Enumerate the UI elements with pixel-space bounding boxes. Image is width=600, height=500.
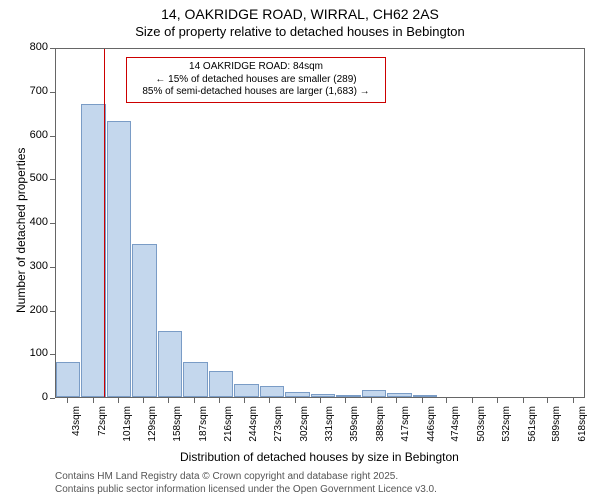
x-tick-label: 388sqm	[375, 406, 386, 454]
x-tick-label: 589sqm	[551, 406, 562, 454]
bar	[234, 384, 258, 397]
x-tick-label: 417sqm	[400, 406, 411, 454]
y-tick-label: 200	[20, 304, 48, 316]
x-tick-label: 302sqm	[299, 406, 310, 454]
y-tick-mark	[50, 136, 55, 137]
bar	[387, 393, 411, 397]
bar	[132, 244, 156, 397]
x-tick-mark	[269, 398, 270, 403]
x-tick-mark	[472, 398, 473, 403]
y-tick-mark	[50, 179, 55, 180]
annotation-line: 14 OAKRIDGE ROAD: 84sqm	[133, 61, 379, 74]
x-tick-mark	[547, 398, 548, 403]
y-tick-label: 500	[20, 172, 48, 184]
x-tick-label: 561sqm	[527, 406, 538, 454]
x-tick-mark	[295, 398, 296, 403]
x-tick-label: 187sqm	[198, 406, 209, 454]
x-tick-mark	[194, 398, 195, 403]
y-tick-label: 0	[20, 391, 48, 403]
y-tick-mark	[50, 398, 55, 399]
footer-line-1: Contains HM Land Registry data © Crown c…	[55, 471, 398, 482]
x-tick-label: 72sqm	[97, 406, 108, 454]
x-tick-mark	[396, 398, 397, 403]
x-tick-mark	[345, 398, 346, 403]
y-tick-label: 700	[20, 85, 48, 97]
y-tick-mark	[50, 92, 55, 93]
property-size-chart: 14, OAKRIDGE ROAD, WIRRAL, CH62 2AS Size…	[0, 0, 600, 500]
footer-line-2: Contains public sector information licen…	[55, 484, 437, 495]
x-tick-label: 158sqm	[172, 406, 183, 454]
x-tick-label: 273sqm	[273, 406, 284, 454]
x-tick-mark	[93, 398, 94, 403]
chart-title-sub: Size of property relative to detached ho…	[0, 24, 600, 39]
x-tick-mark	[320, 398, 321, 403]
footer-attribution: Contains HM Land Registry data © Crown c…	[55, 470, 437, 496]
y-tick-mark	[50, 267, 55, 268]
y-tick-label: 800	[20, 41, 48, 53]
y-tick-mark	[50, 311, 55, 312]
bar	[336, 395, 360, 397]
y-tick-label: 600	[20, 129, 48, 141]
x-tick-label: 359sqm	[349, 406, 360, 454]
annotation-line: 85% of semi-detached houses are larger (…	[133, 86, 379, 99]
bar	[260, 386, 284, 397]
x-tick-mark	[244, 398, 245, 403]
x-tick-mark	[168, 398, 169, 403]
x-tick-mark	[573, 398, 574, 403]
x-tick-mark	[446, 398, 447, 403]
x-tick-mark	[67, 398, 68, 403]
x-tick-mark	[523, 398, 524, 403]
bar	[362, 390, 386, 397]
bar	[413, 395, 437, 397]
x-tick-mark	[371, 398, 372, 403]
x-tick-mark	[219, 398, 220, 403]
x-tick-label: 331sqm	[324, 406, 335, 454]
bar	[183, 362, 207, 397]
x-tick-label: 129sqm	[147, 406, 158, 454]
y-tick-mark	[50, 48, 55, 49]
bar	[81, 104, 105, 397]
x-tick-mark	[497, 398, 498, 403]
x-tick-label: 101sqm	[122, 406, 133, 454]
plot-area: 14 OAKRIDGE ROAD: 84sqm← 15% of detached…	[55, 48, 585, 398]
x-tick-label: 618sqm	[577, 406, 588, 454]
bar	[209, 371, 233, 397]
y-tick-label: 400	[20, 216, 48, 228]
x-tick-label: 532sqm	[501, 406, 512, 454]
x-tick-label: 216sqm	[223, 406, 234, 454]
y-tick-label: 300	[20, 260, 48, 272]
y-tick-mark	[50, 223, 55, 224]
bar	[107, 121, 131, 397]
y-tick-label: 100	[20, 347, 48, 359]
bar	[158, 331, 182, 397]
x-tick-mark	[422, 398, 423, 403]
bar	[285, 392, 309, 397]
x-axis-label: Distribution of detached houses by size …	[180, 450, 459, 464]
property-marker-line	[104, 49, 105, 397]
chart-title-main: 14, OAKRIDGE ROAD, WIRRAL, CH62 2AS	[0, 6, 600, 22]
annotation-line: ← 15% of detached houses are smaller (28…	[133, 74, 379, 87]
bar	[56, 362, 80, 397]
x-tick-label: 244sqm	[248, 406, 259, 454]
x-tick-label: 503sqm	[476, 406, 487, 454]
x-tick-mark	[143, 398, 144, 403]
x-tick-label: 474sqm	[450, 406, 461, 454]
bar	[311, 394, 335, 398]
x-tick-label: 446sqm	[426, 406, 437, 454]
y-tick-mark	[50, 354, 55, 355]
x-tick-mark	[118, 398, 119, 403]
annotation-box: 14 OAKRIDGE ROAD: 84sqm← 15% of detached…	[126, 57, 386, 103]
x-tick-label: 43sqm	[71, 406, 82, 454]
